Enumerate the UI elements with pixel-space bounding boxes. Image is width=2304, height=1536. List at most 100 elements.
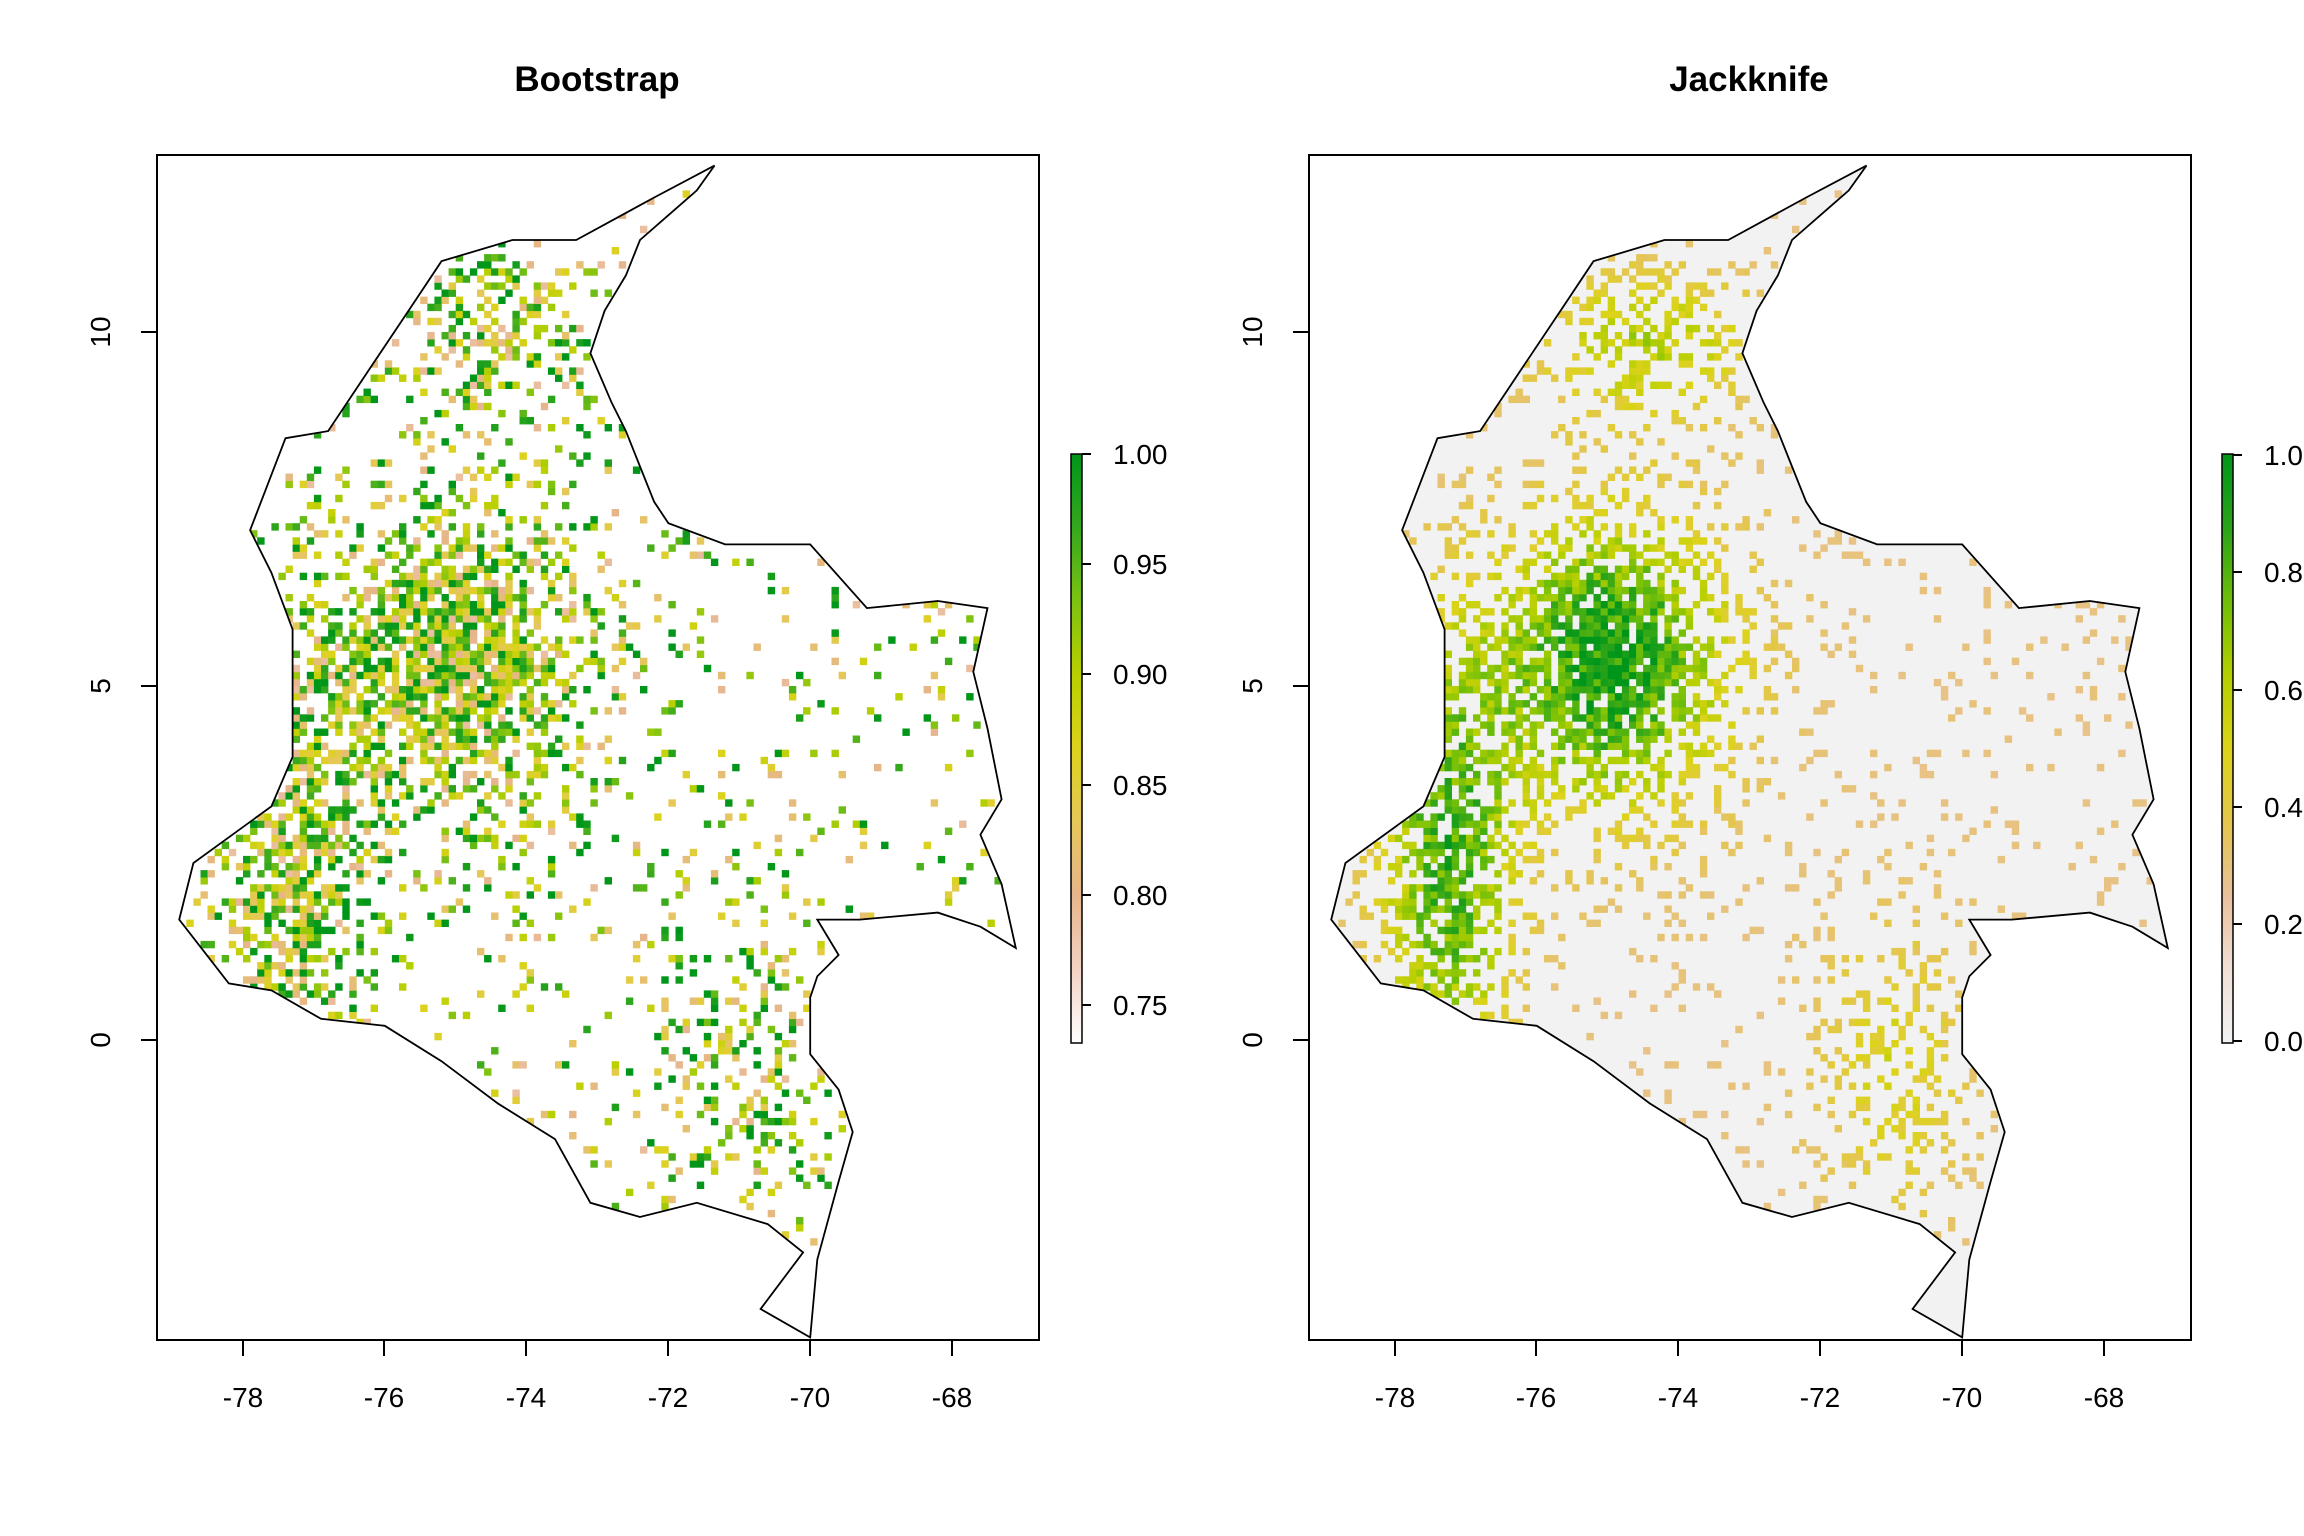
raster-cell	[462, 544, 471, 552]
raster-cell	[498, 459, 506, 467]
raster-cell	[484, 551, 492, 559]
raster-cell	[1629, 721, 1637, 729]
raster-cell	[1572, 742, 1580, 750]
raster-cell	[399, 594, 407, 602]
raster-cell	[1487, 756, 1495, 765]
raster-cell	[477, 608, 485, 616]
raster-cell	[2082, 601, 2091, 609]
raster-cell	[1423, 898, 1431, 906]
raster-cell	[1572, 353, 1580, 361]
raster-cell	[377, 558, 386, 566]
raster-cell	[1352, 877, 1360, 885]
raster-cell	[391, 686, 400, 694]
raster-cell	[384, 480, 393, 489]
raster-cell	[1629, 834, 1637, 843]
raster-cell	[1543, 799, 1552, 807]
raster-cell	[1593, 657, 1601, 666]
raster-cell	[477, 799, 485, 807]
raster-cell	[1607, 424, 1616, 432]
raster-cell	[1579, 367, 1587, 375]
raster-cell	[1614, 353, 1623, 361]
raster-cell	[413, 678, 421, 687]
raster-cell	[1735, 594, 1743, 602]
raster-cell	[292, 650, 300, 658]
raster-cell	[1636, 296, 1644, 304]
raster-cell	[1870, 912, 1878, 920]
raster-cell	[1423, 891, 1431, 899]
raster-cell	[625, 622, 634, 630]
raster-cell	[810, 643, 818, 651]
raster-cell	[285, 926, 293, 935]
raster-cell	[718, 820, 726, 828]
raster-cell	[590, 523, 598, 531]
legend-tick-label: 0.75	[1113, 990, 1168, 1021]
raster-cell	[491, 565, 499, 573]
raster-cell	[469, 728, 478, 736]
raster-cell	[654, 1068, 662, 1076]
raster-cell	[420, 678, 428, 687]
raster-cell	[2075, 686, 2083, 694]
raster-cell	[1983, 749, 1991, 758]
raster-cell	[1558, 657, 1566, 666]
raster-cell	[271, 891, 279, 899]
raster-cell	[1714, 537, 1722, 545]
raster-cell	[1522, 742, 1530, 750]
raster-cell	[299, 806, 308, 814]
raster-cell	[264, 969, 272, 977]
raster-cell	[455, 636, 464, 644]
raster-cell	[370, 678, 378, 687]
raster-cell	[491, 367, 499, 375]
raster-cell	[1529, 678, 1538, 687]
raster-cell	[1636, 438, 1644, 446]
raster-cell	[484, 579, 492, 588]
raster-cell	[774, 1032, 783, 1041]
raster-cell	[1572, 523, 1580, 531]
raster-cell	[1707, 572, 1715, 581]
raster-cell	[505, 523, 513, 531]
raster-cell	[484, 615, 492, 623]
raster-cell	[1423, 933, 1431, 942]
raster-cell	[1543, 636, 1552, 644]
raster-cell	[1558, 601, 1566, 609]
raster-cell	[1664, 332, 1672, 340]
raster-cell	[455, 572, 464, 581]
raster-cells	[186, 190, 1002, 1246]
raster-cell	[299, 905, 308, 913]
raster-cell	[321, 820, 329, 828]
raster-cell	[413, 650, 421, 658]
raster-cell	[1593, 289, 1601, 297]
raster-cell	[1955, 678, 1963, 687]
raster-cell	[1465, 579, 1474, 588]
raster-cell	[1955, 1096, 1963, 1104]
raster-cell	[306, 770, 315, 779]
raster-cell	[1508, 671, 1516, 680]
raster-cell	[313, 530, 322, 538]
raster-cell	[1777, 997, 1786, 1005]
raster-cell	[1636, 261, 1644, 269]
x-tick-label: -74	[1658, 1382, 1698, 1413]
raster-cell	[306, 785, 315, 793]
legend-tick-label: 0.95	[1113, 549, 1168, 580]
raster-cell	[703, 1032, 712, 1041]
raster-cell	[796, 714, 804, 722]
raster-cell	[526, 820, 534, 828]
raster-cell	[1558, 756, 1566, 765]
raster-cell	[1862, 990, 1871, 998]
raster-cell	[399, 431, 407, 439]
raster-cell	[1529, 636, 1538, 644]
raster-cell	[413, 728, 421, 736]
raster-cell	[1395, 912, 1403, 920]
raster-cell	[1607, 254, 1616, 262]
raster-cell	[292, 544, 300, 552]
raster-cell	[668, 544, 676, 552]
raster-cell	[1409, 870, 1417, 878]
raster-cell	[455, 275, 464, 283]
raster-cell	[342, 947, 350, 956]
raster-cell	[1416, 863, 1424, 871]
raster-cell	[838, 1125, 846, 1133]
raster-cell	[1607, 728, 1616, 736]
raster-cell	[434, 303, 442, 312]
raster-cell	[384, 855, 393, 864]
raster-cell	[1629, 615, 1637, 623]
raster-cell	[2075, 601, 2083, 609]
